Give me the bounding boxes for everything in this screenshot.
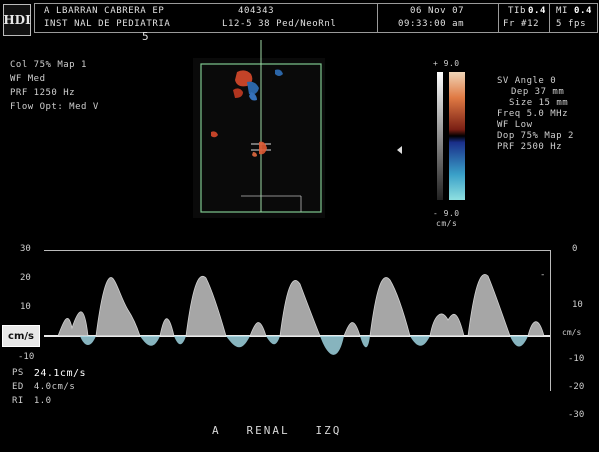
color-doppler-image xyxy=(193,40,325,218)
velocity-envelope xyxy=(57,274,545,337)
color-param-line: WF Med xyxy=(10,74,46,84)
scan-area xyxy=(193,58,325,218)
exam-date: 06 Nov 07 xyxy=(410,6,465,16)
exam-time: 09:33:00 am xyxy=(398,19,465,29)
color-param-line: Col 75% Map 1 xyxy=(10,60,87,70)
logo: HDI xyxy=(3,4,31,36)
left-tick-label: 20 xyxy=(20,273,31,283)
doppler-param-line: Size 15 mm xyxy=(509,98,569,108)
annotation-text: A RENAL IZQ xyxy=(212,424,342,437)
doppler-param-line: Dop 75% Map 2 xyxy=(497,131,574,141)
doppler-param-line: SV Angle 0 xyxy=(497,76,557,86)
spectral-waveform xyxy=(44,274,550,355)
ti-label: TIb xyxy=(508,6,527,16)
color-params: Col 75% Map 1 WF Med PRF 1250 Hz Flow Op… xyxy=(10,60,99,113)
doppler-param-line: Freq 5.0 MHz xyxy=(497,109,569,119)
unit-label-box: cm/s xyxy=(2,325,40,347)
measurement-label: ED xyxy=(12,382,24,392)
left-tick-label: 30 xyxy=(20,244,31,254)
left-tick-label: -10 xyxy=(18,352,35,362)
gray-ramp xyxy=(437,72,443,200)
logo-text: HDI xyxy=(3,13,31,27)
doppler-param-line: WF Low xyxy=(497,120,533,130)
institution-name: INST NAL DE PEDIATRIA xyxy=(44,19,171,29)
mi-value: 0.4 xyxy=(574,6,593,16)
unit-label: cm/s xyxy=(8,330,34,342)
spectral-frame xyxy=(44,250,551,391)
measurement-value: 4.0cm/s xyxy=(33,382,76,392)
ti-value: 0.4 xyxy=(528,6,547,16)
measurements: PS 24.1cm/s ED 4.0cm/s RI 1.0 xyxy=(12,368,86,407)
right-tick-label: -20 xyxy=(568,382,585,392)
color-param-line: Flow Opt: Med V xyxy=(10,102,99,112)
colorbar-bottom-label: - 9.0 xyxy=(433,209,460,218)
patient-id: 404343 xyxy=(238,6,275,16)
patient-name: A LBARRAN CABRERA EP xyxy=(44,6,165,16)
fps: 5 fps xyxy=(556,19,587,29)
color-flow xyxy=(211,69,283,157)
right-tick-label: - xyxy=(540,270,546,280)
colorbar-unit: cm/s xyxy=(436,219,458,228)
right-tick-label: cm/s xyxy=(562,328,582,337)
right-tick-label: -10 xyxy=(568,354,585,364)
velocity-colorbar xyxy=(437,72,465,200)
mi-label: MI xyxy=(556,6,569,16)
frame-rate: Fr #12 xyxy=(503,19,540,29)
reverse-flow xyxy=(80,336,528,355)
measurement-label: RI xyxy=(12,396,24,406)
color-param-line: PRF 1250 Hz xyxy=(10,88,76,98)
probe-preset: L12-5 38 Ped/NeoRnl xyxy=(222,19,337,29)
left-tick-label: 10 xyxy=(20,302,31,312)
right-tick-label: 10 xyxy=(572,300,583,310)
measurement-value: 24.1cm/s xyxy=(33,368,87,379)
measurement-value: 1.0 xyxy=(33,396,52,406)
color-ramp xyxy=(449,72,465,200)
right-tick-label: -30 xyxy=(568,410,585,420)
right-tick-label: 0 xyxy=(572,244,578,254)
colorbar-top-label: + 9.0 xyxy=(433,59,460,68)
measurement-label: PS xyxy=(12,368,24,378)
doppler-params: SV Angle 0 Dep 37 mm Size 15 mm Freq 5.0… xyxy=(497,76,574,153)
orientation-marker: 5 xyxy=(142,30,150,43)
doppler-param-line: PRF 2500 Hz xyxy=(497,142,563,152)
colorbar-pointer xyxy=(397,146,402,154)
doppler-param-line: Dep 37 mm xyxy=(511,87,565,97)
header-mi-box xyxy=(549,3,598,33)
